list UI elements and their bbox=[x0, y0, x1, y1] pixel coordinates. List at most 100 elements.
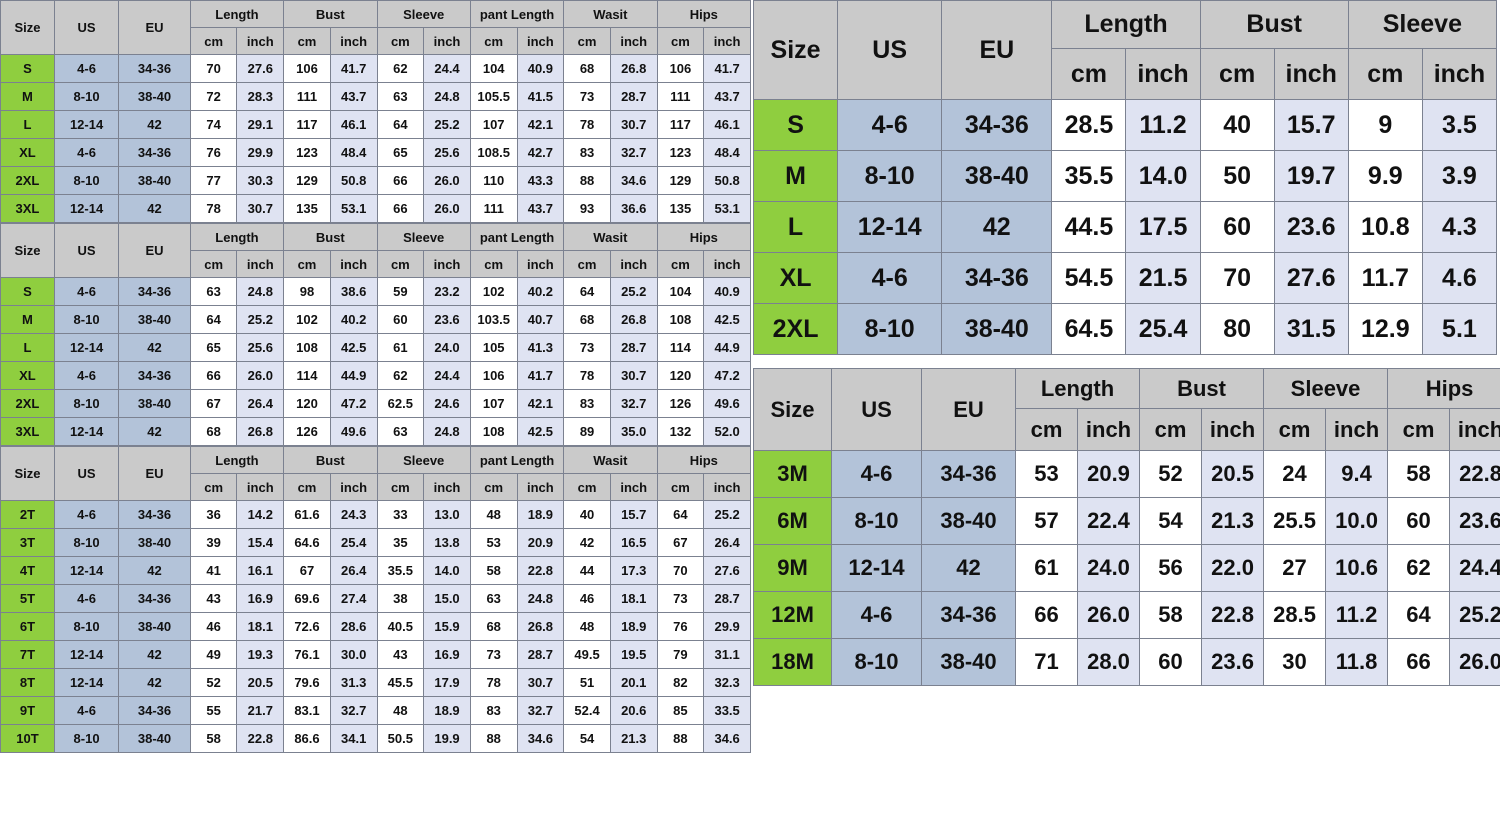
cell-size: 4T bbox=[0, 556, 55, 585]
cell-measure-inch: 26.0 bbox=[1076, 591, 1141, 639]
group-header-length: Length bbox=[189, 223, 285, 251]
group-header-hips: Hips bbox=[656, 0, 752, 28]
cell-measure-inch: 15.9 bbox=[423, 612, 471, 641]
cell-measure-cm: 120 bbox=[656, 361, 705, 390]
cell-eu: 34-36 bbox=[921, 591, 1016, 639]
table-header: Size US EU Length Bust Sleeve pant Length Wasit… bbox=[0, 0, 752, 55]
header-row-units: cm inch cm inch cm inch cm inch cm inch cm inch bbox=[1, 27, 751, 55]
column-header-eu: EU bbox=[921, 368, 1016, 451]
cell-measure-inch: 11.2 bbox=[1325, 591, 1389, 639]
cell-measure-cm: 120 bbox=[283, 389, 331, 418]
table-row: S 4-6 34-36 63 24.8 98 38.6 59 23.2 102 40.2 64 25.2… bbox=[0, 277, 751, 306]
cell-measure-inch: 25.6 bbox=[423, 138, 471, 167]
cell-measure-inch: 44.9 bbox=[703, 333, 751, 362]
cell-eu: 38-40 bbox=[118, 612, 191, 641]
cell-size: 9T bbox=[0, 696, 55, 725]
cell-us: 4-6 bbox=[53, 500, 120, 529]
table-row: M 8-10 38-40 64 25.2 102 40.2 60 23.6 103.5 40.7 68… bbox=[0, 305, 751, 334]
unit-header-cm: cm bbox=[1139, 408, 1203, 451]
cell-measure-inch: 24.0 bbox=[423, 333, 471, 362]
cell-eu: 42 bbox=[941, 201, 1053, 253]
cell-measure-inch: 42.5 bbox=[516, 417, 565, 446]
cell-measure-inch: 30.7 bbox=[609, 110, 658, 139]
cell-measure-cm: 80 bbox=[1199, 303, 1275, 355]
cell-measure-inch: 24.8 bbox=[516, 584, 565, 613]
cell-us: 12-14 bbox=[53, 668, 120, 697]
header-row-units: cm inch cm inch cm inch cm inch cm inch cm inch bbox=[1, 250, 751, 278]
cell-us: 12-14 bbox=[53, 556, 120, 585]
cell-measure-inch: 19.7 bbox=[1273, 150, 1349, 202]
size-table-adult-outfit-set-2: Size US EU Length Bust Sleeve pant Length Wasit… bbox=[0, 223, 752, 446]
cell-measure-cm: 107 bbox=[469, 110, 518, 139]
cell-size: M bbox=[752, 150, 839, 202]
cell-eu: 34-36 bbox=[118, 138, 191, 167]
cell-measure-inch: 25.2 bbox=[423, 110, 471, 139]
group-header-hips: Hips bbox=[656, 446, 752, 474]
column-header-size: Size bbox=[753, 368, 832, 451]
cell-measure-inch: 9.4 bbox=[1325, 450, 1389, 498]
unit-header-inch: inch bbox=[1325, 408, 1389, 451]
cell-measure-inch: 41.5 bbox=[516, 82, 565, 111]
cell-measure-cm: 63 bbox=[376, 82, 425, 111]
group-header-sleeve: Sleeve bbox=[376, 223, 471, 251]
cell-measure-inch: 16.9 bbox=[423, 640, 471, 669]
cell-measure-inch: 28.7 bbox=[703, 584, 751, 613]
cell-measure-inch: 16.5 bbox=[609, 528, 658, 557]
cell-measure-inch: 24.4 bbox=[423, 54, 471, 83]
cell-measure-inch: 20.9 bbox=[1076, 450, 1141, 498]
column-header-us: US bbox=[53, 446, 120, 501]
group-header-sleeve: Sleeve bbox=[1347, 0, 1498, 49]
cell-measure-cm: 79.6 bbox=[283, 668, 331, 697]
cell-eu: 34-36 bbox=[941, 99, 1053, 151]
cell-size: M bbox=[0, 305, 55, 334]
table-row: 7T 12-14 42 49 19.3 76.1 30.0 43 16.9 73 28.7 49.5 1… bbox=[0, 640, 751, 669]
cell-measure-cm: 61 bbox=[376, 333, 425, 362]
cell-size: XL bbox=[0, 361, 55, 390]
cell-measure-inch: 15.7 bbox=[1273, 99, 1349, 151]
cell-measure-inch: 31.3 bbox=[329, 668, 378, 697]
cell-eu: 42 bbox=[118, 110, 191, 139]
cell-measure-cm: 60 bbox=[1199, 201, 1275, 253]
cell-us: 8-10 bbox=[831, 638, 922, 686]
cell-measure-cm: 103.5 bbox=[469, 305, 518, 334]
cell-size: 3XL bbox=[0, 194, 55, 223]
cell-size: 18M bbox=[753, 638, 832, 686]
cell-measure-cm: 93 bbox=[563, 194, 611, 223]
cell-measure-cm: 69.6 bbox=[283, 584, 331, 613]
cell-measure-inch: 16.9 bbox=[236, 584, 285, 613]
cell-us: 8-10 bbox=[53, 305, 120, 334]
cell-eu: 34-36 bbox=[921, 450, 1016, 498]
table-row: 10T 8-10 38-40 58 22.8 86.6 34.1 50.5 19.9 88 34.6… bbox=[0, 724, 751, 753]
table-header: Size US EU Length Bust Sleeve cm inch cm inch cm in… bbox=[752, 0, 1498, 100]
unit-header-inch: inch bbox=[1125, 48, 1201, 100]
header-row-groups: Size US EU Length Bust Sleeve pant Length Wasit… bbox=[0, 223, 752, 278]
cell-measure-cm: 48 bbox=[469, 500, 518, 529]
cell-measure-cm: 108 bbox=[656, 305, 705, 334]
cell-us: 8-10 bbox=[53, 528, 120, 557]
cell-measure-cm: 65 bbox=[189, 333, 238, 362]
cell-size: 2XL bbox=[0, 166, 55, 195]
cell-measure-inch: 26.0 bbox=[423, 166, 471, 195]
cell-size: L bbox=[0, 333, 55, 362]
cell-measure-inch: 28.7 bbox=[609, 82, 658, 111]
cell-measure-inch: 26.0 bbox=[236, 361, 285, 390]
cell-eu: 42 bbox=[118, 640, 191, 669]
cell-measure-inch: 38.6 bbox=[329, 277, 378, 306]
cell-eu: 34-36 bbox=[941, 252, 1053, 304]
cell-measure-inch: 13.0 bbox=[423, 500, 471, 529]
cell-measure-inch: 27.4 bbox=[329, 584, 378, 613]
cell-us: 4-6 bbox=[53, 361, 120, 390]
cell-measure-inch: 42.5 bbox=[703, 305, 751, 334]
cell-measure-inch: 34.6 bbox=[609, 166, 658, 195]
cell-measure-cm: 126 bbox=[656, 389, 705, 418]
table-row: 2T 4-6 34-36 36 14.2 61.6 24.3 33 13.0 48 18.9 40 15… bbox=[0, 500, 751, 529]
table-row: 2XL 8-10 38-40 77 30.3 129 50.8 66 26.0 110 43.3 88… bbox=[0, 166, 751, 195]
column-header-eu: EU bbox=[941, 0, 1053, 100]
table-row: 6T 8-10 38-40 46 18.1 72.6 28.6 40.5 15.9 68 26.8 4… bbox=[0, 612, 751, 641]
cell-measure-cm: 64 bbox=[189, 305, 238, 334]
cell-measure-cm: 71 bbox=[1015, 638, 1078, 686]
cell-measure-inch: 20.6 bbox=[609, 696, 658, 725]
cell-measure-inch: 24.6 bbox=[423, 389, 471, 418]
cell-measure-cm: 46 bbox=[563, 584, 611, 613]
